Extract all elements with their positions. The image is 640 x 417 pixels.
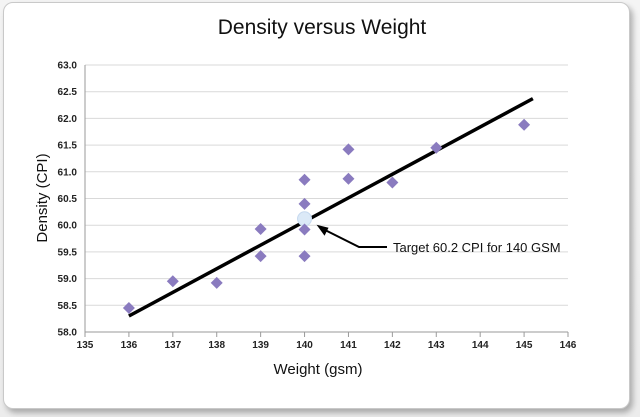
- x-tick-label: 137: [164, 340, 181, 351]
- data-point: [298, 173, 311, 186]
- x-tick-label: 136: [121, 340, 138, 351]
- data-point: [298, 197, 311, 210]
- x-tick-label: 139: [252, 340, 269, 351]
- trendline-layer: [128, 97, 534, 318]
- data-point: [298, 250, 311, 263]
- y-axis-title: Density (CPI): [34, 153, 51, 242]
- y-tick-label: 61.0: [58, 167, 78, 178]
- data-point: [386, 176, 399, 189]
- data-point: [430, 141, 443, 154]
- y-tick-label: 62.0: [58, 114, 78, 125]
- y-tick-label: 60.5: [58, 194, 78, 205]
- data-points: [122, 118, 531, 314]
- data-point: [122, 301, 135, 314]
- x-tick-label: 142: [384, 340, 401, 351]
- data-point: [298, 223, 311, 236]
- x-tick-label: 140: [296, 340, 313, 351]
- target-annotation-label: Target 60.2 CPI for 140 GSM: [393, 240, 561, 255]
- x-axis-title: Weight (gsm): [274, 361, 363, 378]
- y-tick-label: 59.5: [58, 247, 78, 258]
- y-tick-label: 62.5: [58, 87, 78, 98]
- y-tick-label: 63.0: [58, 61, 78, 72]
- annotation-arrow-line: [322, 227, 387, 248]
- y-tick-label: 61.5: [58, 141, 78, 152]
- x-tick-label: 144: [472, 340, 489, 351]
- x-tick-label: 141: [340, 340, 357, 351]
- axes: [84, 65, 569, 337]
- gridlines: [85, 64, 568, 306]
- data-point: [254, 250, 267, 263]
- annotation-layer: Target 60.2 CPI for 140 GSM: [316, 224, 561, 255]
- y-tick-label: 58.5: [58, 301, 78, 312]
- y-tick-label: 58.0: [58, 328, 78, 339]
- data-point: [166, 275, 179, 288]
- trendline: [128, 97, 534, 318]
- x-tick-label: 145: [516, 340, 533, 351]
- chart-card: [3, 2, 630, 409]
- data-point: [518, 118, 531, 131]
- chart-title: Density versus Weight: [218, 16, 427, 39]
- annotation-arrowhead: [316, 224, 329, 236]
- data-point: [342, 172, 355, 185]
- x-tick-label: 143: [428, 340, 445, 351]
- x-tick-label: 135: [77, 340, 94, 351]
- data-point: [342, 143, 355, 156]
- x-tick-label: 146: [560, 340, 577, 351]
- y-tick-label: 59.0: [58, 274, 78, 285]
- y-tick-label: 60.0: [58, 221, 78, 232]
- data-point: [254, 222, 267, 235]
- data-point: [210, 276, 223, 289]
- tick-labels: 58.0 58.5 59.0 59.5 60.0 60.5 61.0 61.5 62.0 62.5…: [58, 61, 577, 352]
- x-tick-label: 138: [208, 340, 225, 351]
